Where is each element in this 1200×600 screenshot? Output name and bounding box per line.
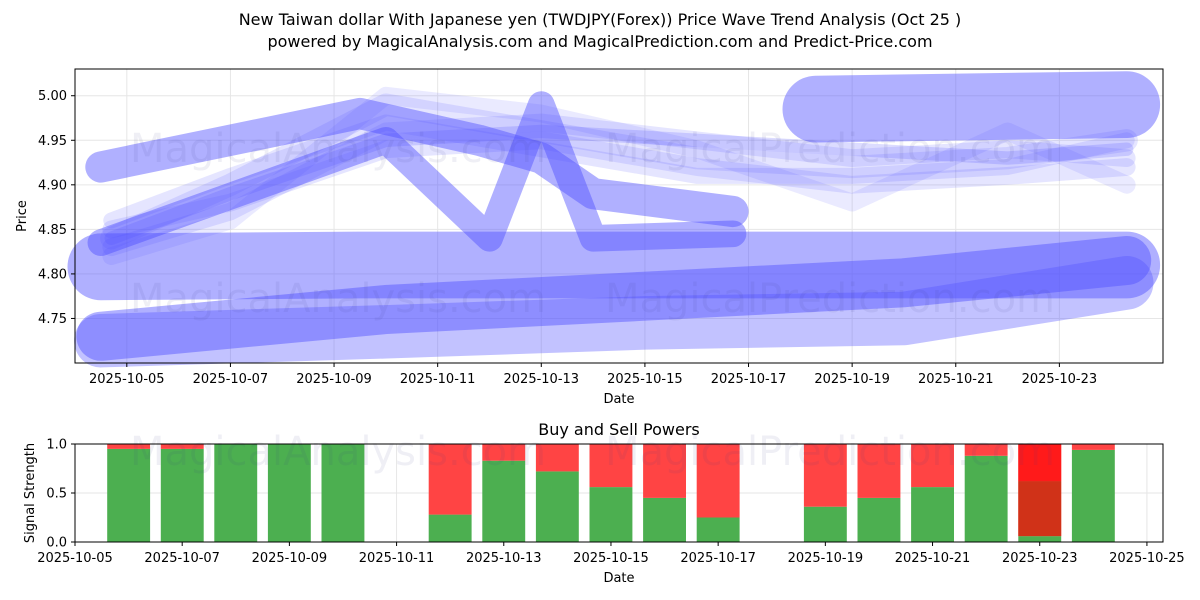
price-x-tick-label: 2025-10-21 — [918, 372, 994, 387]
buy-bar — [696, 517, 740, 542]
price-y-tick-label: 4.85 — [38, 223, 67, 238]
sell-bar — [964, 444, 1008, 456]
power-y-tick-label: 0.5 — [46, 487, 67, 502]
power-x-tick-label: 2025-10-09 — [252, 551, 328, 566]
chart-title-line1: New Taiwan dollar With Japanese yen (TWD… — [239, 10, 962, 29]
sell-bar — [428, 444, 472, 515]
sell-bar — [911, 444, 954, 488]
price-wave-bands — [67, 71, 1161, 368]
watermark-left-power: MagicalAnalysis.com — [130, 429, 546, 475]
power-y-axis-label: Signal Strength — [23, 443, 38, 543]
buy-bar — [643, 497, 686, 542]
watermark-right-bottom: MagicalPrediction.com — [605, 276, 1055, 322]
sell-bar — [1071, 444, 1115, 450]
sell-bar — [803, 444, 847, 507]
price-x-tick-label: 2025-10-15 — [607, 372, 683, 387]
buy-bar — [160, 448, 204, 542]
buy-bar — [857, 497, 901, 542]
price-wave-band — [102, 86, 1136, 265]
buy-bar — [321, 444, 365, 542]
power-x-axis-label: Date — [603, 571, 634, 586]
price-y-tick-label: 4.95 — [38, 134, 67, 149]
sell-bar — [589, 444, 633, 488]
watermark-left-bottom: MagicalAnalysis.com — [130, 276, 546, 322]
price-y-axis-label: Price — [15, 200, 30, 232]
sell-bar — [696, 444, 740, 518]
buy-bar — [964, 455, 1008, 542]
sell-bar-bright — [1018, 444, 1062, 482]
power-x-tick-label: 2025-10-19 — [788, 551, 864, 566]
buy-bar — [911, 487, 954, 542]
power-x-ticks: 2025-10-05 2025-10-07 2025-10-09 2025-10-11… — [37, 542, 1185, 566]
power-y-tick-label: 1.0 — [46, 438, 67, 453]
sell-bar — [160, 444, 204, 449]
price-x-tick-label: 2025-10-19 — [814, 372, 890, 387]
chart-title-line2: powered by MagicalAnalysis.com and Magic… — [267, 32, 932, 51]
watermark-right-top: MagicalPrediction.com — [605, 126, 1055, 172]
buy-bar — [803, 506, 847, 542]
price-x-tick-label: 2025-10-09 — [296, 372, 372, 387]
price-x-axis-label: Date — [603, 392, 634, 407]
power-x-tick-label: 2025-10-17 — [680, 551, 756, 566]
sell-bar — [482, 444, 526, 461]
buy-bar — [107, 448, 151, 542]
price-wave-band — [74, 256, 1154, 368]
price-wave-band — [102, 113, 1136, 257]
power-x-tick-label: 2025-10-23 — [1002, 551, 1078, 566]
sell-bar — [535, 444, 579, 472]
price-y-ticks: 4.75 4.80 4.85 4.90 4.95 5.00 — [38, 89, 75, 327]
price-wave-band — [103, 114, 1135, 229]
price-y-tick-label: 5.00 — [38, 89, 67, 104]
power-y-ticks: 0.0 0.5 1.0 — [46, 438, 75, 551]
power-x-tick-label: 2025-10-07 — [144, 551, 220, 566]
price-wave-band — [104, 124, 1134, 245]
watermark-left-top: MagicalAnalysis.com — [130, 126, 546, 172]
buy-bar — [482, 460, 526, 542]
power-y-tick-label: 0.0 — [46, 536, 67, 551]
buy-bar — [267, 444, 311, 542]
buy-bar — [535, 471, 579, 542]
price-x-tick-label: 2025-10-17 — [711, 372, 787, 387]
power-x-tick-label: 2025-10-15 — [573, 551, 649, 566]
price-x-tick-label: 2025-10-07 — [193, 372, 269, 387]
power-x-tick-label: 2025-10-25 — [1109, 551, 1185, 566]
power-x-tick-label: 2025-10-13 — [466, 551, 542, 566]
sell-bar — [643, 444, 686, 498]
price-axes-frame — [74, 68, 1164, 364]
price-x-tick-label: 2025-10-13 — [504, 372, 580, 387]
price-wave-band — [782, 71, 1161, 143]
price-wave-band — [85, 97, 749, 228]
power-x-tick-label: 2025-10-05 — [37, 551, 113, 566]
buy-bar — [1018, 536, 1062, 542]
sell-bar — [107, 444, 151, 449]
price-y-tick-label: 4.90 — [38, 178, 67, 193]
power-x-tick-label: 2025-10-11 — [359, 551, 435, 566]
power-chart-title: Buy and Sell Powers — [538, 420, 700, 439]
price-wave-band — [76, 236, 1152, 361]
price-x-tick-label: 2025-10-23 — [1022, 372, 1098, 387]
buy-bar — [214, 444, 258, 542]
price-x-tick-label: 2025-10-05 — [89, 372, 165, 387]
price-wave-band — [87, 91, 747, 257]
buy-bar — [428, 514, 472, 542]
price-wave-band — [100, 93, 1138, 250]
buy-bar — [589, 487, 633, 542]
sell-bar-secondary — [1018, 481, 1062, 537]
price-wave-band — [67, 231, 1161, 301]
price-x-ticks: 2025-10-05 2025-10-07 2025-10-09 2025-10-11… — [89, 363, 1097, 387]
buy-bar — [1071, 449, 1115, 542]
price-wave-band — [102, 131, 1136, 239]
sell-bar — [857, 444, 901, 498]
power-bars — [107, 444, 1115, 542]
power-x-tick-label: 2025-10-21 — [895, 551, 971, 566]
price-grid — [75, 69, 1163, 363]
buy-sell-chart: Buy and Sell Powers MagicalAnalysis.com … — [23, 420, 1185, 586]
price-chart: MagicalAnalysis.com MagicalPrediction.co… — [15, 68, 1164, 407]
price-y-tick-label: 4.75 — [38, 312, 67, 327]
watermark-right-power: MagicalPrediction.com — [605, 429, 1055, 475]
price-x-tick-label: 2025-10-11 — [400, 372, 476, 387]
price-y-tick-label: 4.80 — [38, 267, 67, 282]
